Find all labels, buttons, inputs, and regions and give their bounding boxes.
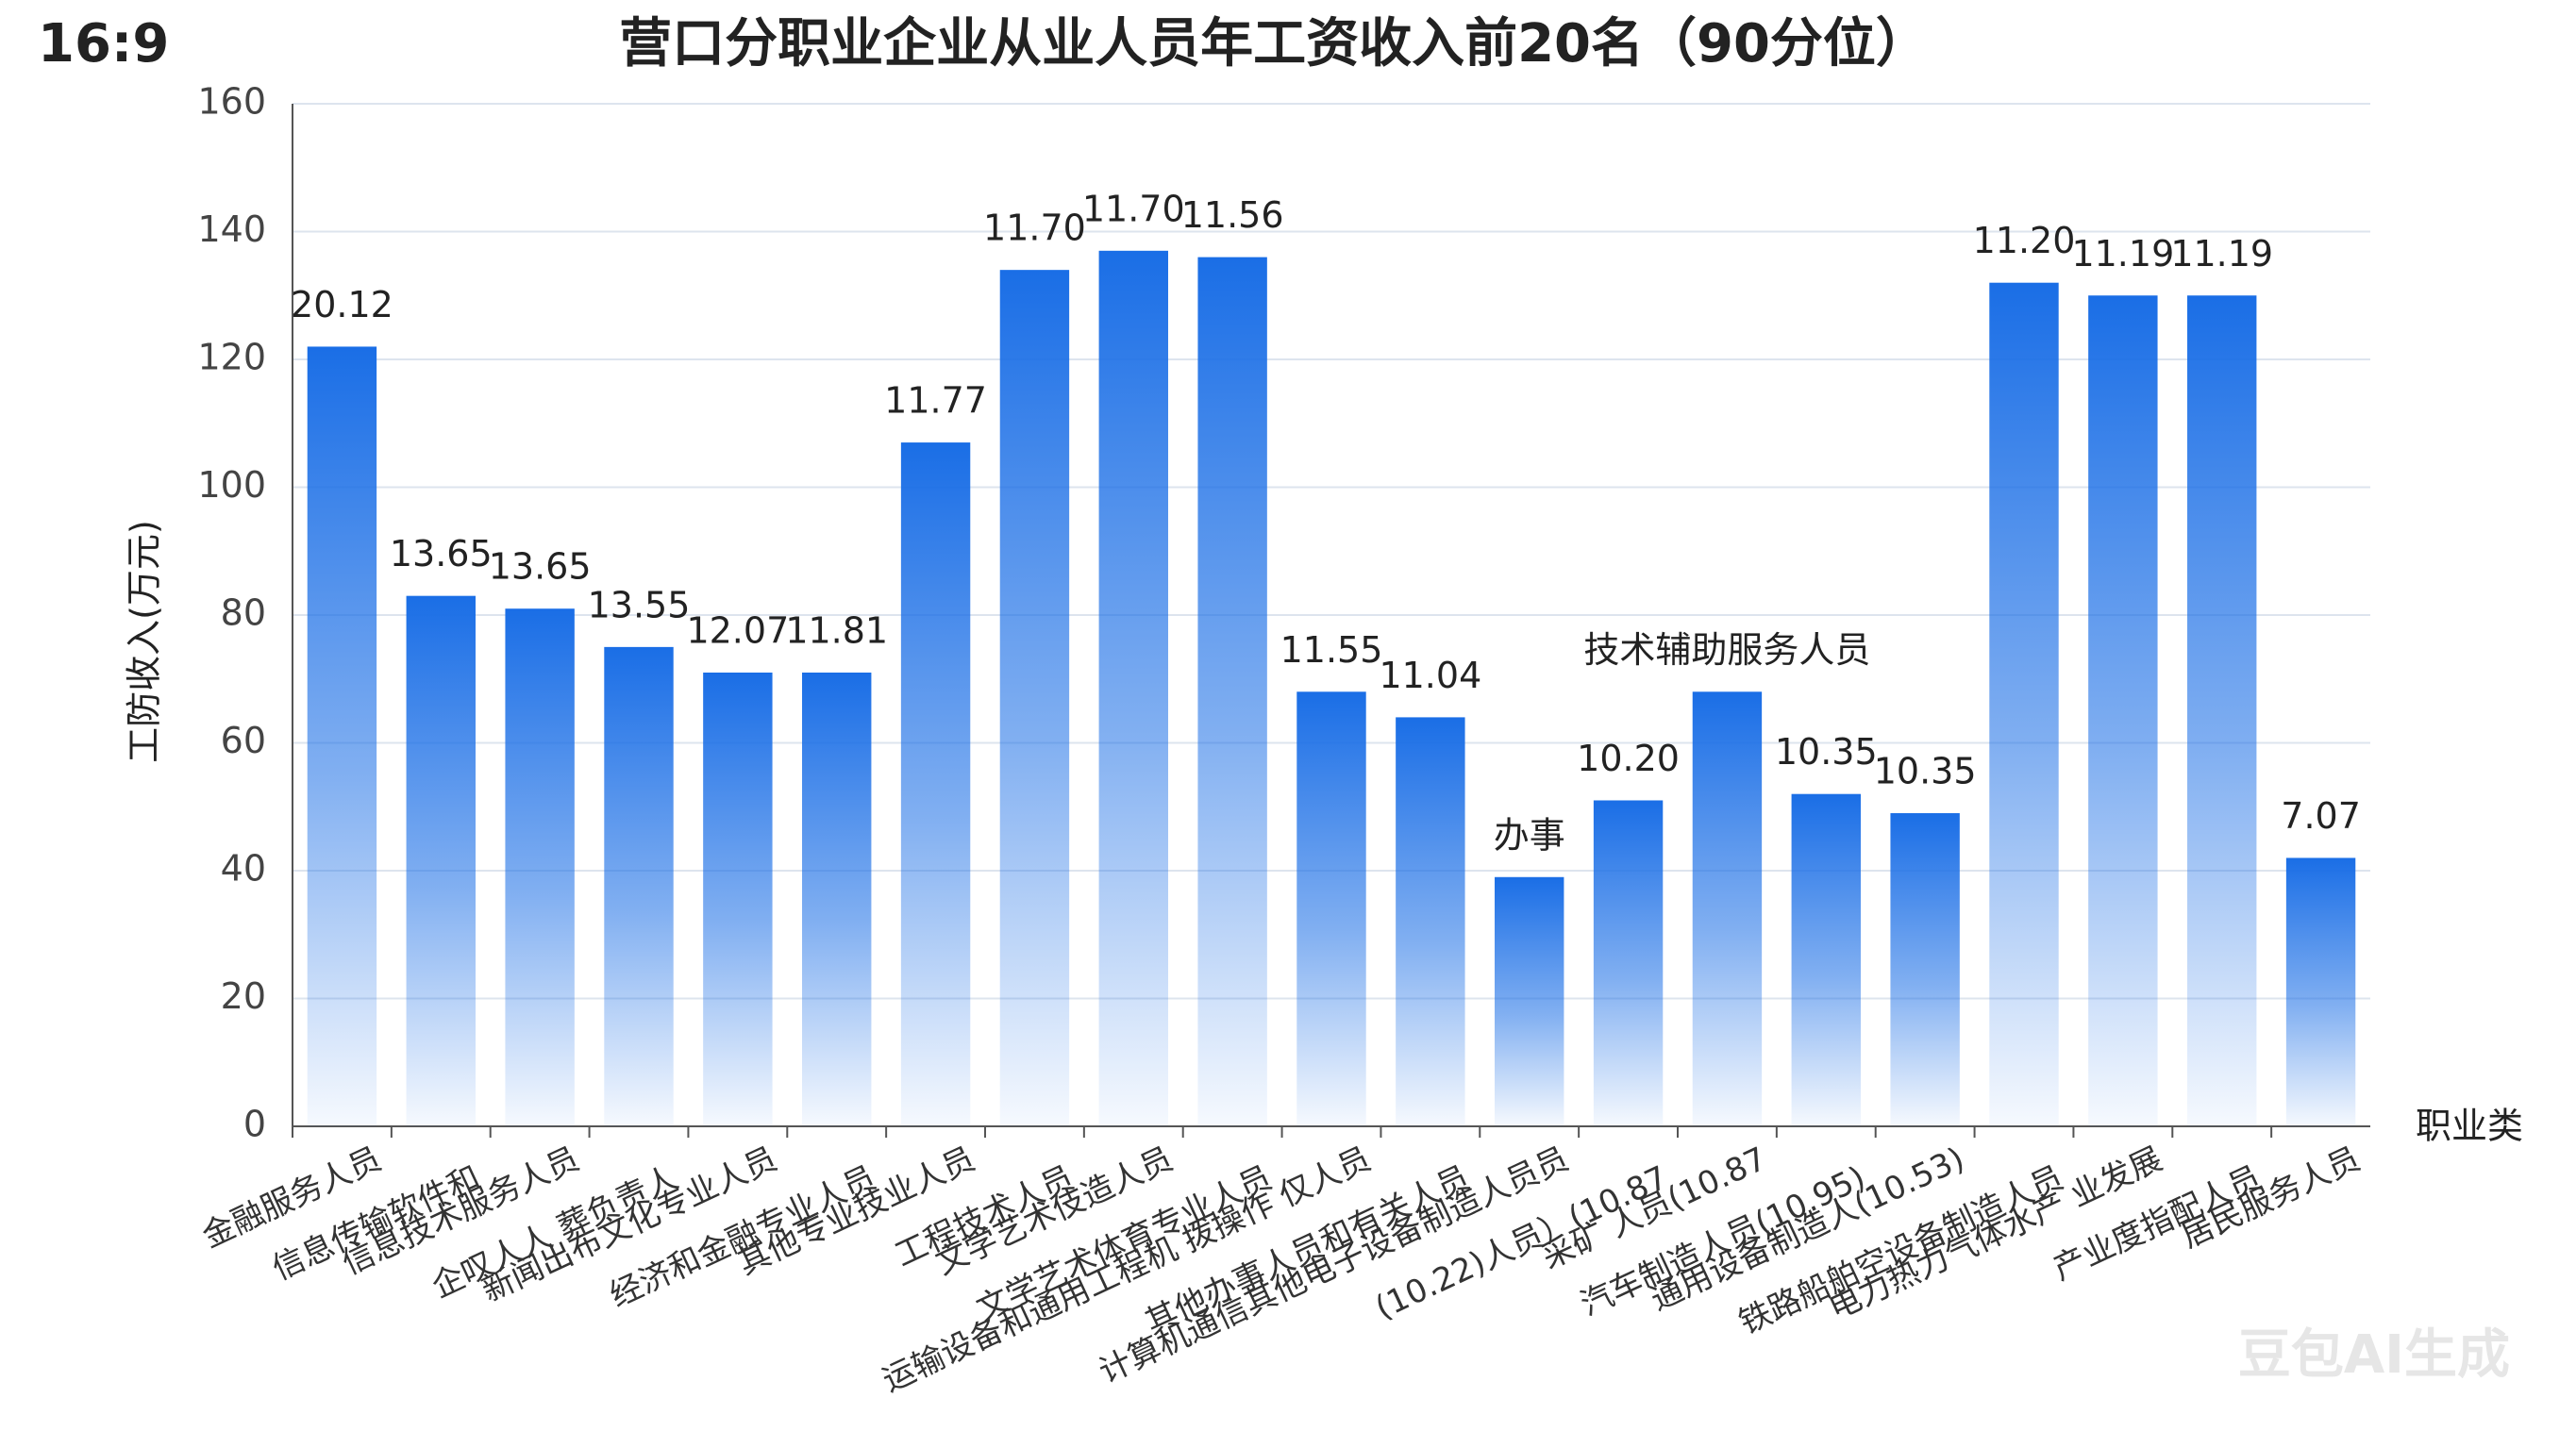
- bar: [1495, 876, 1564, 1126]
- bar: [505, 608, 575, 1126]
- y-tick-label: 0: [243, 1104, 266, 1145]
- bar-label: 11.19: [2071, 233, 2174, 275]
- bar: [1296, 691, 1366, 1126]
- bar: [802, 672, 872, 1126]
- bar: [900, 442, 971, 1126]
- badge: 16:9: [38, 13, 169, 75]
- bar: [2187, 295, 2257, 1126]
- bar: [1890, 813, 1960, 1126]
- y-tick-label: 160: [197, 81, 266, 123]
- bar: [1098, 250, 1168, 1126]
- y-tick-label: 120: [197, 337, 266, 378]
- y-tick-label: 20: [221, 975, 266, 1017]
- bar-label: 11.04: [1379, 655, 1481, 696]
- bar: [1692, 691, 1763, 1126]
- bar: [604, 646, 674, 1126]
- bar: [999, 270, 1070, 1126]
- bar: [406, 595, 476, 1126]
- bar-label: 10.35: [1775, 731, 1878, 773]
- bar: [2285, 857, 2356, 1126]
- bar: [1197, 257, 1267, 1127]
- bar: [2088, 295, 2158, 1126]
- chart-title: 营口分职业企业从业人员年工资收入前20名（90分位）: [619, 13, 1929, 75]
- bar-label: 11.55: [1280, 629, 1383, 671]
- bar-label: 11.19: [2170, 233, 2273, 275]
- bar: [1989, 282, 2059, 1126]
- bar-label: 10.20: [1577, 738, 1680, 779]
- bar-label: 7.07: [2281, 795, 2361, 837]
- x-axis-label: 职业类: [2416, 1106, 2523, 1147]
- bar-label: 技术辅助服务人员: [1583, 629, 1870, 671]
- bar-label: 10.35: [1874, 751, 1977, 792]
- bar: [1396, 717, 1465, 1126]
- bar-label: 11.77: [884, 380, 987, 422]
- bar-label: 13.65: [390, 533, 493, 574]
- bar-label: 11.56: [1181, 194, 1284, 236]
- watermark: 豆包AI生成: [2238, 1324, 2510, 1386]
- bar-label: 20.12: [291, 284, 393, 325]
- bar-label: 13.55: [588, 584, 691, 625]
- bar: [307, 346, 377, 1126]
- bar: [1593, 800, 1664, 1126]
- bar: [1791, 793, 1861, 1126]
- y-tick-label: 100: [197, 464, 266, 506]
- bar-label: 11.81: [785, 609, 888, 651]
- bar-label: 11.20: [1973, 220, 2076, 261]
- bar: [703, 672, 773, 1126]
- y-axis-label: 工防收入(万元): [124, 520, 165, 763]
- y-tick-label: 40: [221, 848, 266, 890]
- bar-label: 12.07: [686, 609, 789, 651]
- y-tick-label: 140: [197, 208, 266, 250]
- bar-label: 11.70: [1082, 188, 1185, 229]
- bar-label: 13.65: [489, 546, 592, 588]
- bar-label: 11.70: [983, 208, 1086, 249]
- y-tick-label: 60: [221, 720, 266, 761]
- y-tick-label: 80: [221, 592, 266, 634]
- bar-label: 办事: [1494, 814, 1565, 856]
